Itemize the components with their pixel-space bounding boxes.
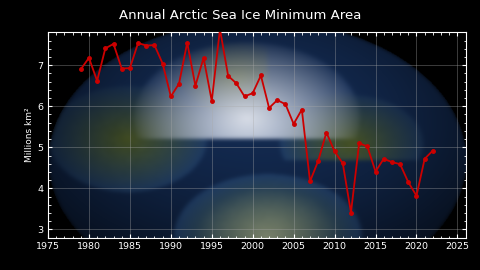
Text: Annual Arctic Sea Ice Minimum Area: Annual Arctic Sea Ice Minimum Area <box>119 9 361 22</box>
Y-axis label: Millions km²: Millions km² <box>25 108 34 162</box>
